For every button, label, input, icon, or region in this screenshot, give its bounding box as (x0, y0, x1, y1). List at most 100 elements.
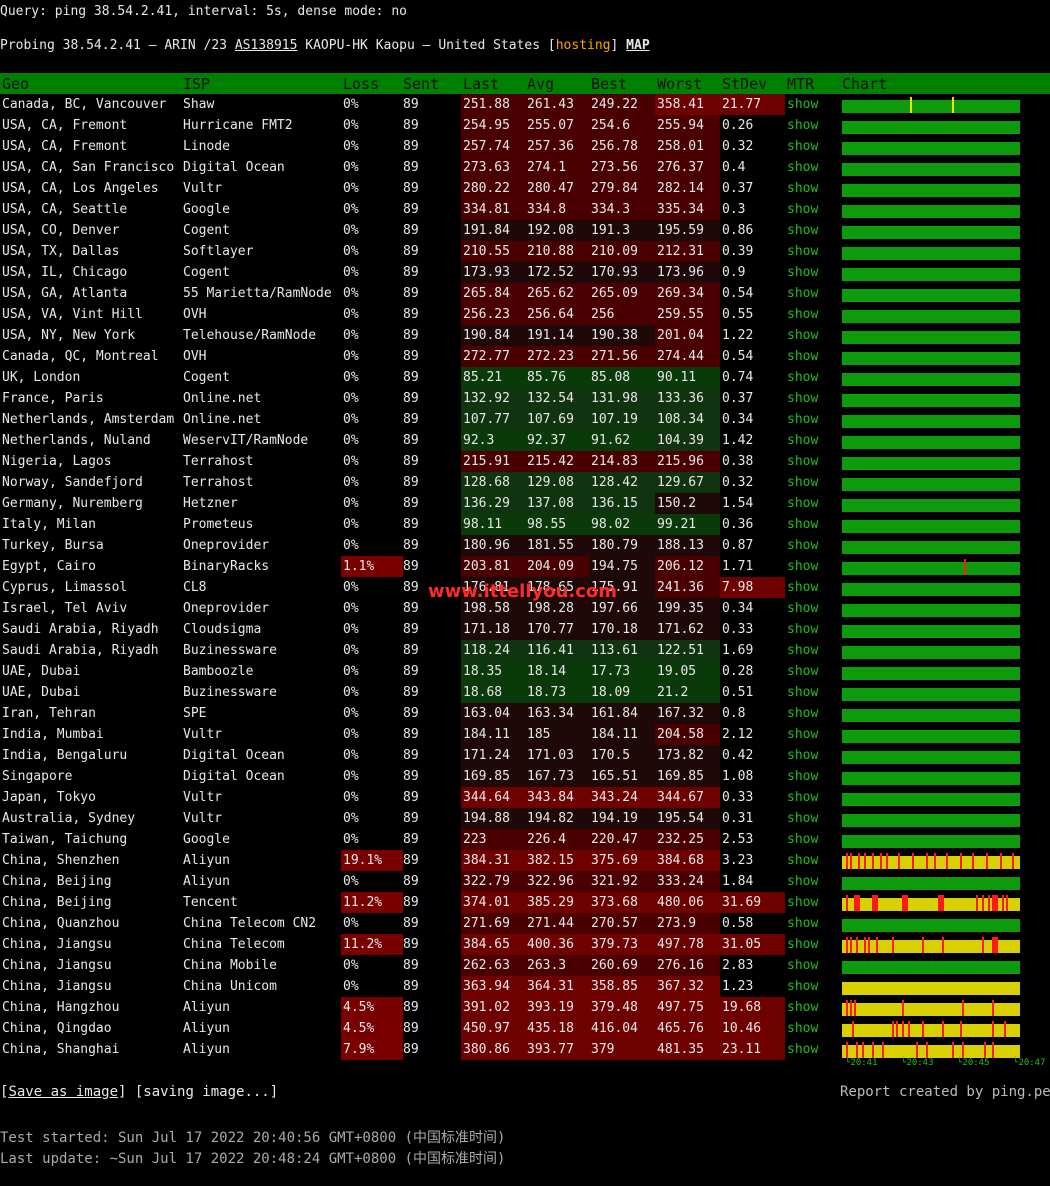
chart-spike (876, 937, 878, 953)
isp-cell: SPE (183, 706, 207, 721)
save-bracket-open: [ (0, 1084, 9, 1100)
mtr-show-link[interactable]: show (787, 496, 819, 511)
latency-chart (842, 808, 1022, 829)
mtr-show-link[interactable]: show (787, 349, 819, 364)
mtr-show-link[interactable]: show (787, 454, 819, 469)
avg-cell: 215.42 (525, 451, 589, 472)
mtr-show-link[interactable]: show (787, 517, 819, 532)
mtr-show-link[interactable]: show (787, 433, 819, 448)
mtr-show-link[interactable]: show (787, 328, 819, 343)
best-cell: 256 (589, 304, 655, 325)
save-as-image-link[interactable]: Save as image (8, 1084, 119, 1100)
mtr-show-link[interactable]: show (787, 937, 819, 952)
geo-cell: Netherlands, Nuland (2, 433, 151, 448)
stdev-cell: 23.11 (720, 1039, 785, 1060)
mtr-show-link[interactable]: show (787, 538, 819, 553)
latency-chart (842, 367, 1022, 388)
table-row: Egypt, Cairo BinaryRacks 1.1% 89 203.81 204.0… (0, 556, 1050, 577)
mtr-show-link[interactable]: show (787, 979, 819, 994)
last-cell: 272.77 (461, 346, 525, 367)
mtr-show-link[interactable]: show (787, 601, 819, 616)
mtr-show-link[interactable]: show (787, 391, 819, 406)
mtr-show-link[interactable]: show (787, 118, 819, 133)
mtr-show-link[interactable]: show (787, 580, 819, 595)
mtr-show-link[interactable]: show (787, 727, 819, 742)
geo-cell: USA, CA, Seattle (2, 202, 128, 217)
geo-cell: France, Paris (2, 391, 104, 406)
mtr-show-link[interactable]: show (787, 286, 819, 301)
mtr-show-link[interactable]: show (787, 475, 819, 490)
mtr-show-link[interactable]: show (787, 412, 819, 427)
stdev-cell: 0.74 (722, 370, 754, 385)
loss-cell: 0% (343, 664, 359, 679)
table-row: USA, TX, Dallas Softlayer 0% 89 210.55 210.88… (0, 241, 1050, 262)
mtr-show-link[interactable]: show (787, 916, 819, 931)
avg-cell: 257.36 (525, 136, 589, 157)
loss-cell: 0% (343, 790, 359, 805)
mtr-show-link[interactable]: show (787, 790, 819, 805)
table-header: Geo ISP Loss Sent Last Avg Best Worst St… (0, 73, 1050, 94)
isp-cell: Online.net (183, 412, 262, 427)
map-link[interactable]: MAP (626, 38, 650, 53)
mtr-show-link[interactable]: show (787, 811, 819, 826)
best-cell: 17.73 (589, 661, 655, 682)
worst-cell: 90.11 (655, 367, 720, 388)
chart-bar (842, 772, 1020, 785)
geo-cell: Cyprus, Limassol (2, 580, 128, 595)
sent-cell: 89 (403, 895, 419, 910)
chart-spike (852, 1021, 854, 1037)
mtr-show-link[interactable]: show (787, 1042, 819, 1057)
mtr-show-link[interactable]: show (787, 685, 819, 700)
stdev-cell: 0.9 (722, 265, 746, 280)
best-cell: 343.24 (589, 787, 655, 808)
mtr-show-link[interactable]: show (787, 769, 819, 784)
chart-spike (898, 853, 900, 869)
mtr-show-link[interactable]: show (787, 895, 819, 910)
latency-chart (842, 115, 1022, 136)
mtr-show-link[interactable]: show (787, 223, 819, 238)
last-cell: 176.81 (461, 577, 525, 598)
mtr-show-link[interactable]: show (787, 748, 819, 763)
sent-cell: 89 (403, 1000, 419, 1015)
last-cell: 203.81 (461, 556, 525, 577)
avg-cell: 198.28 (525, 598, 589, 619)
mtr-show-link[interactable]: show (787, 1000, 819, 1015)
mtr-show-link[interactable]: show (787, 97, 819, 112)
avg-cell: 192.08 (525, 220, 589, 241)
mtr-show-link[interactable]: show (787, 265, 819, 280)
mtr-show-link[interactable]: show (787, 559, 819, 574)
mtr-show-link[interactable]: show (787, 874, 819, 889)
geo-cell: China, Jiangsu (2, 958, 112, 973)
mtr-show-link[interactable]: show (787, 1021, 819, 1036)
asn-link[interactable]: AS138915 (234, 38, 298, 53)
last-cell: 194.88 (461, 808, 525, 829)
mtr-show-link[interactable]: show (787, 202, 819, 217)
stdev-cell: 0.4 (722, 160, 746, 175)
mtr-show-link[interactable]: show (787, 853, 819, 868)
col-best: Best (591, 75, 628, 93)
mtr-show-link[interactable]: show (787, 643, 819, 658)
mtr-show-link[interactable]: show (787, 160, 819, 175)
chart-bar (842, 184, 1020, 197)
worst-cell: 276.16 (655, 955, 720, 976)
mtr-show-link[interactable]: show (787, 307, 819, 322)
worst-cell: 133.36 (655, 388, 720, 409)
geo-cell: India, Mumbai (2, 727, 104, 742)
chart-bar (842, 97, 1020, 113)
best-cell: 358.85 (589, 976, 655, 997)
mtr-show-link[interactable]: show (787, 706, 819, 721)
mtr-show-link[interactable]: show (787, 664, 819, 679)
mtr-show-link[interactable]: show (787, 958, 819, 973)
mtr-show-link[interactable]: show (787, 244, 819, 259)
stdev-cell: 0.38 (722, 454, 754, 469)
geo-cell: China, Beijing (2, 874, 112, 889)
best-cell: 191.3 (589, 220, 655, 241)
stdev-cell: 0.37 (722, 181, 754, 196)
stdev-cell: 7.98 (720, 577, 785, 598)
mtr-show-link[interactable]: show (787, 370, 819, 385)
mtr-show-link[interactable]: show (787, 832, 819, 847)
mtr-show-link[interactable]: show (787, 181, 819, 196)
worst-cell: 129.67 (655, 472, 720, 493)
mtr-show-link[interactable]: show (787, 139, 819, 154)
mtr-show-link[interactable]: show (787, 622, 819, 637)
